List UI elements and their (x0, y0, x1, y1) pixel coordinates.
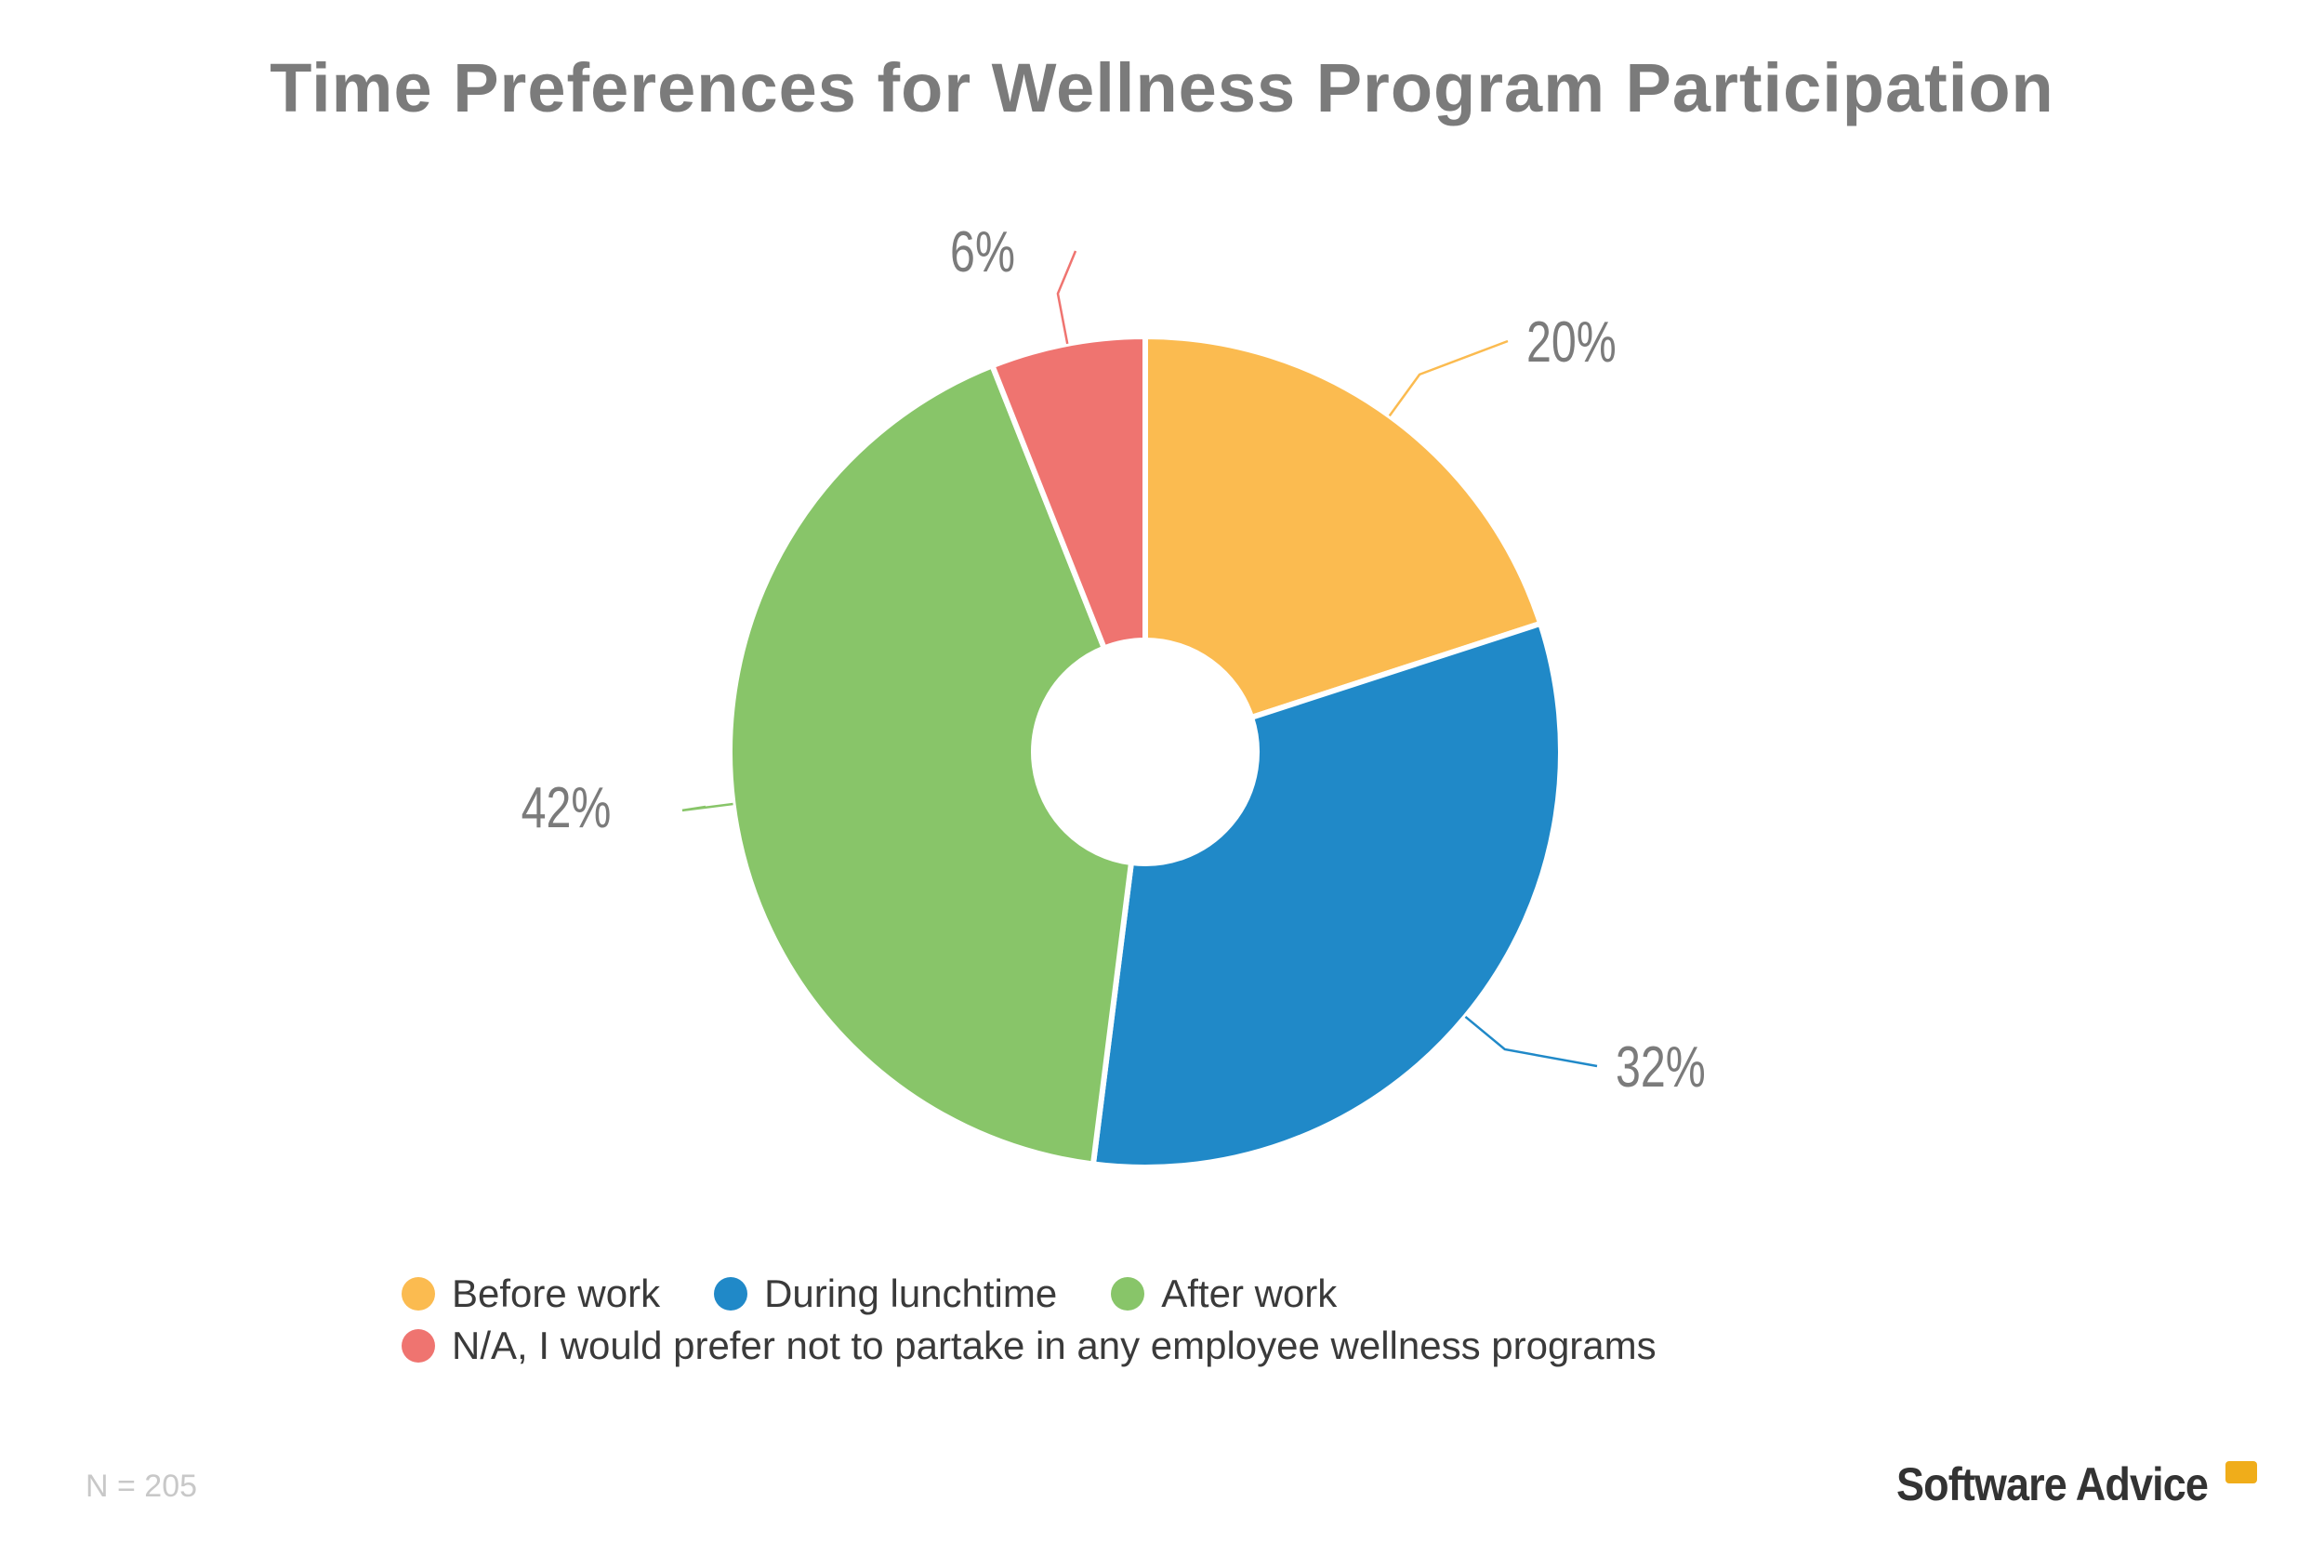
leader-line-0 (1388, 339, 1509, 417)
legend-label: After work (1161, 1272, 1338, 1315)
chart-title: Time Preferences for Wellness Program Pa… (270, 49, 2054, 126)
legend-row-1: Before work During lunchtime After work (402, 1272, 1391, 1316)
data-label-1: 32% (1616, 1034, 1706, 1099)
legend-row-2: N/A, I would prefer not to partake in an… (402, 1324, 1710, 1368)
donut-slice-3 (988, 333, 1148, 652)
leader-line-1 (1464, 1015, 1598, 1068)
legend-swatch (714, 1277, 748, 1311)
legend-label: N/A, I would prefer not to partake in an… (452, 1324, 1657, 1367)
legend-swatch (1111, 1277, 1145, 1311)
legend-swatch (402, 1329, 435, 1363)
donut-chart: 20% 32% 42% 6% (521, 219, 1706, 1170)
software-advice-logo: Software Advice (1896, 1457, 2258, 1511)
data-label-0: 20% (1526, 310, 1617, 374)
legend-label: Before work (452, 1272, 661, 1315)
donut-slice-2 (727, 362, 1135, 1167)
data-label-3: 6% (950, 219, 1015, 283)
leader-line-2 (681, 802, 733, 812)
donut-slice-1 (1089, 620, 1564, 1170)
legend-item-during-lunchtime: During lunchtime (714, 1272, 1057, 1316)
leader-line-3 (1056, 250, 1077, 345)
legend-item-after-work: After work (1111, 1272, 1337, 1316)
speech-bubble-icon (2225, 1461, 2258, 1483)
legend-swatch (402, 1277, 435, 1311)
data-label-2: 42% (522, 775, 612, 839)
logo-text: Software Advice (1896, 1458, 2209, 1510)
legend-label: During lunchtime (764, 1272, 1058, 1315)
legend-item-before-work: Before work (402, 1272, 660, 1316)
donut-slice-0 (1142, 333, 1544, 721)
sample-size-note: N = 205 (86, 1469, 198, 1504)
legend-item-na: N/A, I would prefer not to partake in an… (402, 1324, 1657, 1368)
